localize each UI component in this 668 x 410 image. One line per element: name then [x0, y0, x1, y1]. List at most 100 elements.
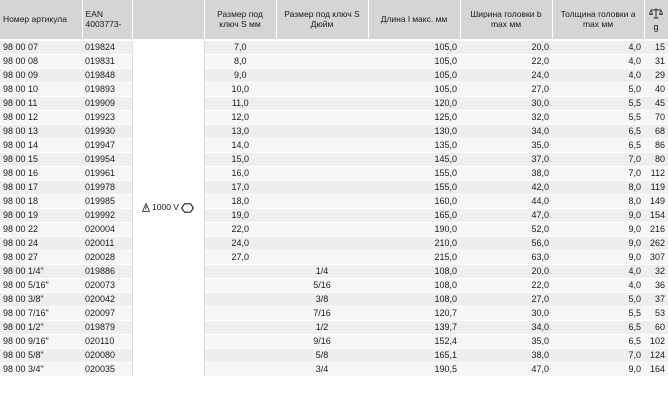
- cell-size-s-inch: [276, 194, 368, 209]
- cell-article: 98 00 5/16": [0, 278, 82, 293]
- cell-weight: 216: [644, 222, 668, 237]
- cell-size-s-inch: [276, 250, 368, 265]
- cell-head-thickness: 5,5: [552, 96, 644, 111]
- cell-size-s: 8,0: [204, 54, 276, 69]
- cell-length: 210,0: [368, 236, 460, 251]
- cell-head-width: 24,0: [460, 68, 552, 83]
- cell-length: 190,5: [368, 362, 460, 377]
- cell-weight: 154: [644, 208, 668, 223]
- cell-head-width: 52,0: [460, 222, 552, 237]
- cell-size-s: 27,0: [204, 250, 276, 265]
- table-row: 98 00 07 019824 1000 V 7,0 105,0 20,0 4,0 15: [0, 40, 668, 377]
- scale-icon: [649, 8, 663, 19]
- cell-article: 98 00 12: [0, 110, 82, 125]
- cell-head-width: 47,0: [460, 208, 552, 223]
- cell-head-thickness: 9,0: [552, 362, 644, 377]
- cell-head-thickness: 6,5: [552, 124, 644, 139]
- cell-head-thickness: 4,0: [552, 278, 644, 293]
- cell-head-width: 34,0: [460, 124, 552, 139]
- cell-head-thickness: 6,5: [552, 334, 644, 349]
- cell-size-s: 24,0: [204, 236, 276, 251]
- table-header-row: Номер артикула EAN 4003773- Размер под к…: [0, 0, 668, 41]
- cell-size-s: [204, 334, 276, 349]
- cell-head-width: 32,0: [460, 110, 552, 125]
- cell-size-s: [204, 362, 276, 377]
- cell-head-thickness: 4,0: [552, 264, 644, 279]
- cell-head-thickness: 8,0: [552, 194, 644, 209]
- cell-length: 215,0: [368, 250, 460, 265]
- cell-ean: 020097: [82, 306, 132, 321]
- cell-length: 108,0: [368, 292, 460, 307]
- cell-size-s: 19,0: [204, 208, 276, 223]
- cell-size-s: [204, 306, 276, 321]
- weight-unit: g: [653, 21, 659, 32]
- cell-ean: 020035: [82, 362, 132, 377]
- table-row: 98 00 09 019848 9,0 105,0 24,0 4,0 29: [0, 68, 668, 83]
- table-row: 98 00 3/4" 020035 3/4 190,5 47,0 9,0 164: [0, 362, 668, 377]
- cell-size-s-inch: [276, 222, 368, 237]
- spec-table: Номер артикула EAN 4003773- Размер под к…: [0, 0, 668, 377]
- cell-head-thickness: 4,0: [552, 68, 644, 83]
- cell-article: 98 00 14: [0, 138, 82, 153]
- cell-weight: 80: [644, 152, 668, 167]
- cell-head-thickness: 5,0: [552, 292, 644, 307]
- table-row: 98 00 14 019947 14,0 135,0 35,0 6,5 86: [0, 138, 668, 153]
- table-row: 98 00 9/16" 020110 9/16 152,4 35,0 6,5 102: [0, 334, 668, 349]
- cell-length: 108,0: [368, 278, 460, 293]
- cell-weight: 164: [644, 362, 668, 377]
- cell-size-s-inch: [276, 180, 368, 195]
- table-row: 98 00 3/8" 020042 3/8 108,0 27,0 5,0 37: [0, 292, 668, 307]
- cell-length: 155,0: [368, 166, 460, 181]
- cell-weight: 36: [644, 278, 668, 293]
- cell-ean: 019848: [82, 68, 132, 83]
- cell-weight: 262: [644, 236, 668, 251]
- table-row: 98 00 11 019909 11,0 120,0 30,0 5,5 45: [0, 96, 668, 111]
- cell-article: 98 00 7/16": [0, 306, 82, 321]
- cell-head-width: 20,0: [460, 40, 552, 55]
- cell-size-s-inch: [276, 110, 368, 125]
- cell-head-width: 37,0: [460, 152, 552, 167]
- vde-triangle-icon: [142, 203, 151, 212]
- cell-size-s-inch: [276, 208, 368, 223]
- cell-size-s-inch: 9/16: [276, 334, 368, 349]
- cell-ean: 019893: [82, 82, 132, 97]
- cell-head-thickness: 8,0: [552, 180, 644, 195]
- cell-article: 98 00 13: [0, 124, 82, 139]
- cell-article: 98 00 10: [0, 82, 82, 97]
- cell-size-s-inch: 5/16: [276, 278, 368, 293]
- cell-head-thickness: 6,5: [552, 320, 644, 335]
- header-length: Длина l макс. мм: [368, 0, 461, 41]
- cell-length: 190,0: [368, 222, 460, 237]
- table-row: 98 00 24 020011 24,0 210,0 56,0 9,0 262: [0, 236, 668, 251]
- cell-weight: 149: [644, 194, 668, 209]
- cell-size-s-inch: [276, 40, 368, 55]
- cell-head-thickness: 5,0: [552, 82, 644, 97]
- cell-ean: 020028: [82, 250, 132, 265]
- cell-head-width: 38,0: [460, 348, 552, 363]
- cell-size-s: 16,0: [204, 166, 276, 181]
- cell-length: 139,7: [368, 320, 460, 335]
- cell-ean: 019831: [82, 54, 132, 69]
- cell-size-s: 22,0: [204, 222, 276, 237]
- header-ean: EAN 4003773-: [82, 0, 133, 41]
- cell-length: 125,0: [368, 110, 460, 125]
- table-row: 98 00 08 019831 8,0 105,0 22,0 4,0 31: [0, 54, 668, 69]
- header-vde: [132, 0, 205, 41]
- cell-weight: 119: [644, 180, 668, 195]
- cell-head-thickness: 7,0: [552, 348, 644, 363]
- cell-weight: 37: [644, 292, 668, 307]
- cell-article: 98 00 1/4": [0, 264, 82, 279]
- cell-size-s: 9,0: [204, 68, 276, 83]
- cell-length: 165,0: [368, 208, 460, 223]
- cell-weight: 70: [644, 110, 668, 125]
- cell-head-thickness: 7,0: [552, 152, 644, 167]
- cell-head-thickness: 9,0: [552, 250, 644, 265]
- cell-size-s-inch: 7/16: [276, 306, 368, 321]
- table-row: 98 00 16 019961 16,0 155,0 38,0 7,0 112: [0, 166, 668, 181]
- cell-head-width: 35,0: [460, 334, 552, 349]
- cell-size-s: [204, 278, 276, 293]
- cell-size-s-inch: [276, 236, 368, 251]
- cell-size-s: [204, 348, 276, 363]
- cell-head-width: 38,0: [460, 166, 552, 181]
- cell-weight: 29: [644, 68, 668, 83]
